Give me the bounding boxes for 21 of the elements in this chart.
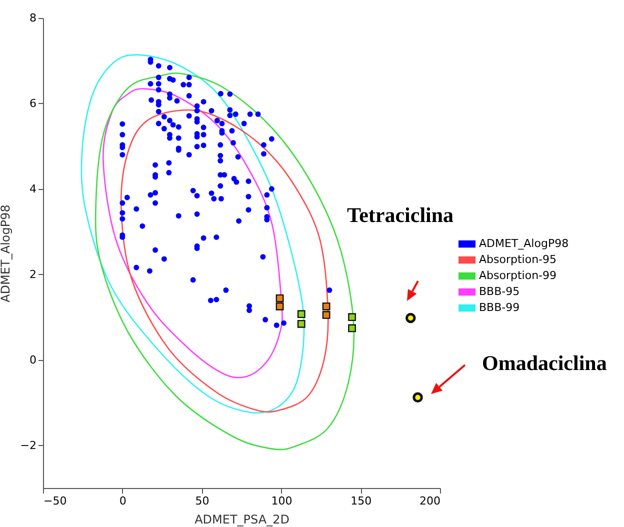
y-tick-label: 4 [30, 182, 36, 196]
y-tick-label: 8 [30, 12, 36, 24]
x-tick-label: 50 [195, 494, 210, 508]
y-tick-label: 6 [30, 96, 36, 110]
legend-label: Absorption-99 [479, 269, 557, 282]
x-tick-label: 100 [271, 494, 292, 508]
x-axis-title: ADMET_PSA_2D [194, 512, 290, 526]
x-tick-label: 150 [350, 494, 372, 508]
legend-label: ADMET_AlogP98 [479, 237, 569, 250]
text: Omadaciclina [482, 351, 608, 375]
legend-label: BBB-95 [479, 285, 520, 298]
annotation: Tetraciclina [347, 203, 454, 227]
x-tick-label: 200 [420, 494, 440, 508]
y-tick-label: 2 [30, 268, 36, 281]
y-axis-title: ADMET_AlogP98 [0, 204, 12, 302]
y-tick-label: −2 [20, 438, 36, 452]
legend-label: BBB-99 [479, 301, 520, 314]
legend-label: Absorption-95 [479, 253, 557, 266]
x-tick-label: −50 [44, 494, 67, 508]
y-tick-label: 0 [30, 353, 36, 366]
x-tick-label: 0 [119, 494, 126, 508]
